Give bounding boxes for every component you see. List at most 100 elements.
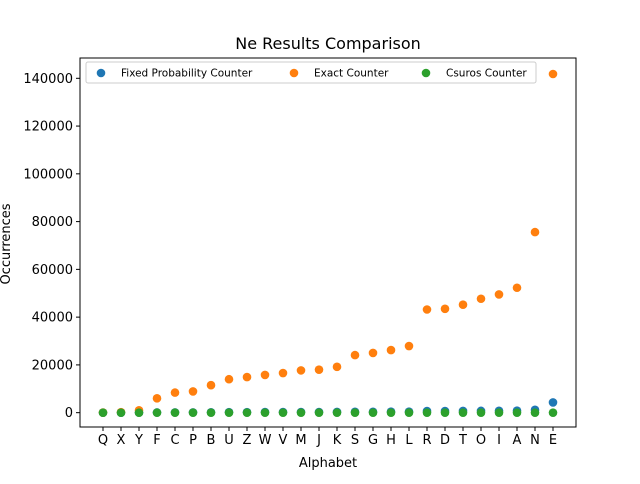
data-point [440, 408, 450, 417]
data-point [314, 365, 324, 374]
y-tick-label: 0 [65, 406, 73, 421]
data-point [98, 408, 108, 417]
data-point [224, 408, 234, 417]
data-point [368, 348, 378, 358]
y-tick-label: 40000 [32, 311, 73, 326]
data-point [494, 290, 504, 299]
x-tick-label: I [497, 433, 501, 448]
legend-item: Csuros Counter [421, 68, 527, 80]
data-point [530, 227, 540, 237]
x-tick-label: G [368, 433, 378, 448]
data-point [548, 398, 558, 407]
x-tick-label: M [295, 433, 306, 448]
x-tick-label: Y [134, 433, 143, 448]
x-tick-label: Z [243, 433, 252, 448]
data-point [350, 350, 360, 360]
chart-title: Ne Results Comparison [235, 34, 421, 53]
series-2 [98, 408, 558, 417]
data-point [242, 408, 252, 417]
axes: Q X Y F C P B U Z W V M J K S G H L R D T O I A N E 0 20000 40000 600… [23, 57, 577, 448]
x-tick-label: E [549, 433, 557, 448]
x-tick-label: V [279, 433, 288, 448]
legend-label: Fixed Probability Counter [121, 68, 253, 80]
data-point [206, 380, 216, 390]
data-point [548, 408, 558, 417]
legend-item: Fixed Probability Counter [96, 68, 253, 80]
data-point [530, 408, 540, 417]
x-tick-label: U [224, 433, 234, 448]
y-tick-label: 80000 [32, 215, 73, 230]
data-point [368, 408, 378, 417]
data-point [278, 408, 288, 417]
data-point [458, 408, 468, 417]
x-tick-label: O [476, 433, 486, 448]
data-point [512, 283, 522, 293]
data-point [458, 300, 468, 310]
data-point [314, 408, 324, 417]
x-tick-label: R [422, 433, 431, 448]
legend-marker [289, 68, 299, 78]
data-point [422, 408, 432, 417]
data-point [386, 408, 396, 417]
data-point [476, 294, 486, 304]
data-point [332, 408, 342, 417]
data-point [332, 362, 342, 372]
y-axis-label: Occurrences [0, 203, 14, 284]
legend-label: Exact Counter [314, 68, 389, 80]
x-tick-label: H [386, 433, 396, 448]
plot-area [98, 69, 558, 417]
data-point [152, 394, 162, 403]
data-point [170, 408, 180, 417]
data-point [278, 368, 288, 378]
data-point [386, 345, 396, 355]
x-tick-label: S [351, 433, 359, 448]
data-point [134, 408, 144, 417]
data-point [422, 305, 432, 314]
plot-frame [79, 57, 577, 428]
data-point [476, 408, 486, 417]
data-point [404, 341, 414, 351]
y-tick-label: 60000 [32, 263, 73, 278]
legend-marker [421, 68, 431, 78]
data-point [116, 408, 126, 417]
data-point [224, 374, 234, 384]
x-tick-label: W [259, 433, 272, 448]
data-point [260, 408, 270, 417]
legend-item: Exact Counter [289, 68, 389, 80]
data-point [350, 408, 360, 417]
data-point [260, 370, 270, 380]
data-point [440, 304, 450, 314]
data-point [152, 408, 162, 417]
y-tick-label: 100000 [23, 167, 73, 182]
y-tick-label: 120000 [23, 120, 73, 135]
x-tick-label: T [458, 433, 467, 448]
y-tick-label: 140000 [23, 72, 73, 87]
x-tick-label: D [440, 433, 450, 448]
x-axis-label: Alphabet [299, 456, 357, 471]
data-point [206, 408, 216, 417]
legend-label: Csuros Counter [446, 68, 527, 80]
data-point [188, 408, 198, 417]
x-tick-label: Q [98, 433, 108, 448]
data-point [404, 408, 414, 417]
legend-box [85, 61, 537, 84]
data-point [188, 387, 198, 396]
data-point [494, 408, 504, 417]
x-tick-label: A [513, 433, 522, 448]
data-point [170, 388, 180, 397]
x-tick-label: K [333, 433, 342, 448]
x-tick-label: J [316, 433, 321, 448]
data-point [296, 366, 306, 375]
data-point [512, 408, 522, 417]
x-tick-label: L [405, 433, 413, 448]
x-tick-label: N [530, 433, 540, 448]
legend: Fixed Probability Counter Exact Counter Cs… [85, 61, 537, 84]
x-tick-label: B [207, 433, 216, 448]
x-tick-label: X [117, 433, 126, 448]
x-tick-label: P [189, 433, 197, 448]
data-point [296, 408, 306, 417]
legend-marker [96, 68, 106, 78]
data-point [242, 372, 252, 382]
y-tick-label: 20000 [32, 358, 73, 373]
